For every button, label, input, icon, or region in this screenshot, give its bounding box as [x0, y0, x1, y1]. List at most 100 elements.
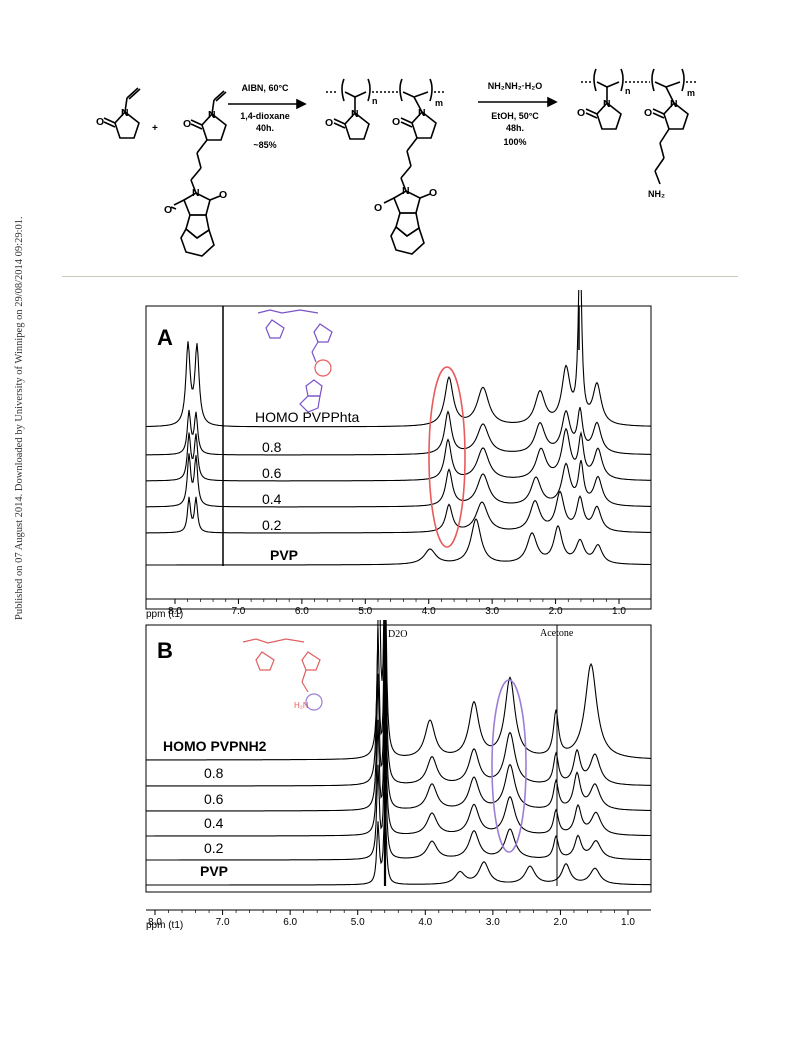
step2-conditions: NH₂NH₂·H₂O EtOH, 50°C 48h. 100%	[488, 81, 543, 147]
tick-label: 3.0	[486, 917, 500, 928]
nmr-panel-a: A HOMO PVPPhta 0.8 0.6 0.4 0.2 PVP 8.0 7.…	[145, 290, 652, 620]
axis-title: ppm (t1)	[146, 609, 183, 620]
subscript-m: m	[435, 98, 443, 108]
nmr-traces	[146, 620, 651, 886]
tick-label: 6.0	[295, 606, 309, 617]
highlight-ellipse	[428, 366, 466, 548]
atom-n: N	[603, 98, 611, 110]
spectrum-trace	[146, 518, 651, 566]
atom-n: N	[121, 107, 129, 119]
tick-label: 3.0	[485, 606, 499, 617]
structure-icon-amine	[242, 638, 323, 711]
copolymer-amine	[581, 68, 696, 185]
monomer-nvp	[103, 87, 141, 139]
trace-labels: HOMO PVPPhta 0.8 0.6 0.4 0.2 PVP	[255, 409, 359, 563]
spectrum-trace	[146, 620, 651, 787]
trace-label: 0.4	[204, 815, 224, 831]
highlight-ellipse	[491, 679, 527, 853]
spectrum-trace	[146, 700, 651, 837]
atom-o: O	[325, 117, 333, 129]
atom-n: N	[192, 187, 200, 199]
monomer-phthalimide	[170, 90, 227, 257]
x-axis-ticks: 8.0 7.0 6.0 5.0 4.0 3.0 2.0 1.0	[168, 599, 626, 617]
spectrum-trace	[146, 654, 651, 812]
tick-label: 7.0	[216, 917, 230, 928]
atom-n: N	[418, 107, 426, 119]
trace-label: PVP	[200, 863, 228, 879]
solvent-label-acetone: Acetone	[540, 628, 574, 639]
atom-o: O	[164, 204, 172, 216]
tick-label: 8.0	[168, 606, 182, 617]
nmr-panel-b: B D2O Acetone H₂N HOMO PVPNH2 0.8 0.6 0.…	[145, 620, 652, 931]
trace-label: 0.6	[204, 791, 224, 807]
panel-label: A	[157, 325, 173, 350]
trace-label: HOMO PVPPhta	[255, 409, 359, 425]
nmr-traces	[146, 290, 651, 566]
solvent-label-d2o: D2O	[388, 629, 407, 640]
subscript-n: n	[372, 96, 378, 106]
tick-label: 5.0	[351, 917, 365, 928]
axis-title: ppm (t1)	[146, 920, 183, 931]
svg-text:AIBN, 60°C: AIBN, 60°C	[241, 83, 289, 93]
spectrum-trace	[146, 745, 651, 861]
tick-label: 1.0	[621, 917, 635, 928]
tick-label: 2.0	[553, 917, 567, 928]
step1-conditions: AIBN, 60°C 1,4-dioxane 40h. ~85%	[240, 83, 290, 150]
structure-icon-phthalimide	[257, 309, 333, 413]
tick-label: 2.0	[549, 606, 563, 617]
panel-label: B	[157, 638, 173, 663]
spectrum-trace	[146, 490, 651, 534]
atom-n: N	[208, 109, 216, 121]
spectrum-trace	[146, 620, 651, 761]
trace-label: 0.2	[262, 517, 282, 533]
spectrum-trace	[146, 290, 651, 428]
atom-o: O	[429, 187, 437, 199]
x-axis-ticks: 8.0 7.0 6.0 5.0 4.0 3.0 2.0 1.0	[148, 910, 635, 928]
trace-labels: HOMO PVPNH2 0.8 0.6 0.4 0.2 PVP	[163, 738, 267, 879]
atom-o: O	[392, 116, 400, 128]
tick-label: 4.0	[418, 917, 432, 928]
atom-o: O	[577, 107, 585, 119]
subscript-n: n	[625, 86, 631, 96]
tick-label: 7.0	[231, 606, 245, 617]
tick-label: 4.0	[422, 606, 436, 617]
svg-text:100%: 100%	[503, 137, 526, 147]
trace-label: HOMO PVPNH2	[163, 738, 267, 754]
atom-labels: O N O N N O O O N O N N O O O N O N	[96, 98, 678, 216]
svg-text:48h.: 48h.	[506, 123, 524, 133]
section-divider	[62, 276, 738, 277]
spectrum-trace	[146, 407, 651, 456]
spectrum-trace	[146, 802, 651, 886]
trace-label: 0.8	[262, 439, 282, 455]
copolymer-phthalimide	[326, 78, 444, 255]
atom-o: O	[219, 189, 227, 201]
svg-text:NH₂NH₂·H₂O: NH₂NH₂·H₂O	[488, 81, 543, 91]
trace-label: PVP	[270, 547, 298, 563]
svg-text:EtOH, 50°C: EtOH, 50°C	[491, 111, 539, 121]
subscript-m: m	[687, 88, 695, 98]
atom-o: O	[644, 107, 652, 119]
trace-label: 0.4	[262, 491, 282, 507]
atom-n: N	[670, 98, 678, 110]
tick-label: 8.0	[148, 917, 162, 928]
atom-o: O	[374, 202, 382, 214]
svg-text:~85%: ~85%	[253, 140, 276, 150]
atom-n: N	[402, 185, 410, 197]
tick-label: 1.0	[612, 606, 626, 617]
reaction-scheme: O N O N N O O O N O N N O O O N O N + n …	[96, 68, 696, 257]
svg-text:1,4-dioxane: 1,4-dioxane	[240, 111, 290, 121]
trace-label: 0.8	[204, 765, 224, 781]
trace-label: 0.6	[262, 465, 282, 481]
atom-n: N	[351, 108, 359, 120]
atom-o: O	[183, 118, 191, 130]
plus-sign: +	[152, 123, 158, 134]
spectrum-trace	[146, 453, 651, 508]
tick-label: 5.0	[358, 606, 372, 617]
amine-label: NH₂	[648, 189, 665, 199]
amine-label: H₂N	[294, 701, 309, 710]
tick-label: 6.0	[283, 917, 297, 928]
spectrum-trace	[146, 427, 651, 482]
atom-o: O	[96, 116, 104, 128]
svg-text:40h.: 40h.	[256, 123, 274, 133]
trace-label: 0.2	[204, 840, 224, 856]
